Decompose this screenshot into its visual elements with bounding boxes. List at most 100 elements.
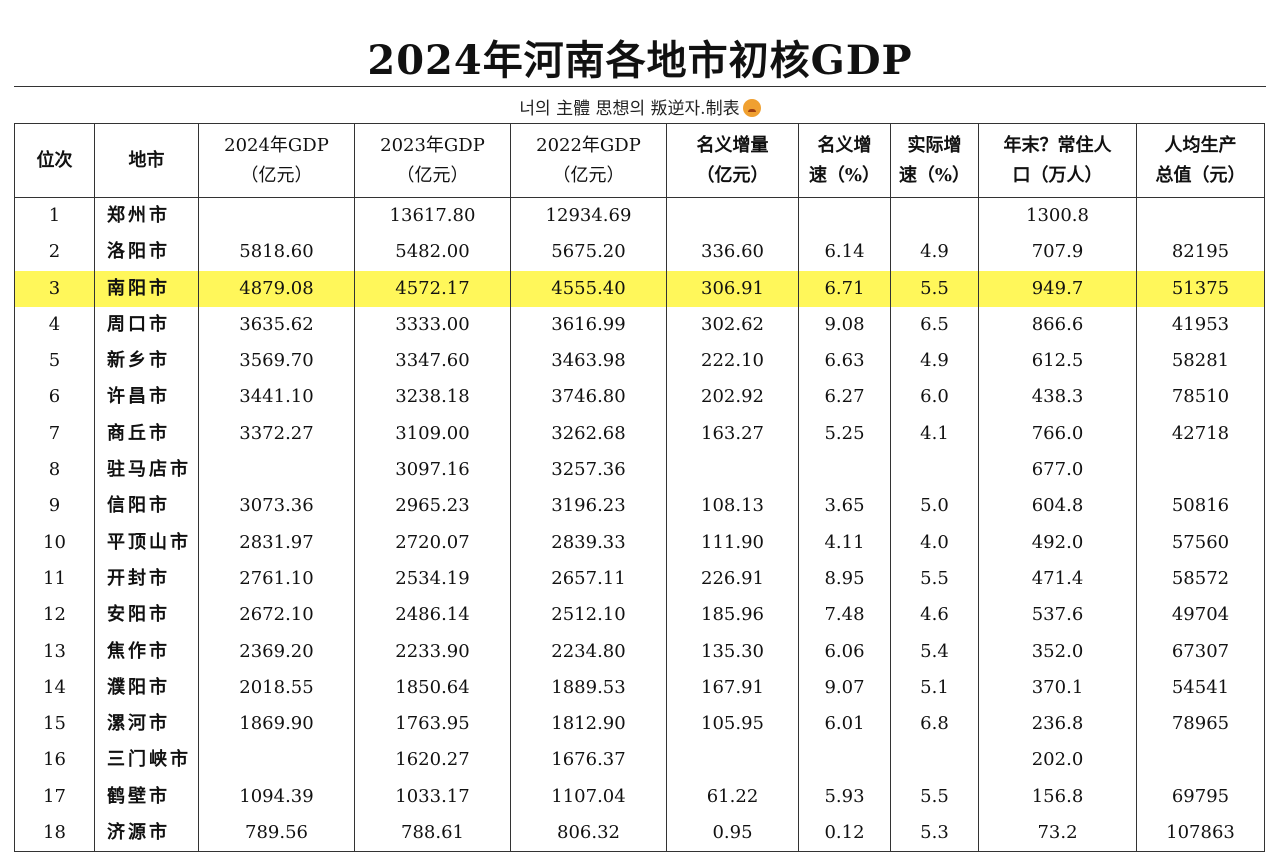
- value-cell: 6.71: [798, 270, 891, 307]
- column-header-line: 地市: [128, 149, 165, 171]
- table-body: 1 郑州市 13617.80 12934.69 1300.8 2 洛阳市 5818.60 548…: [14, 197, 1265, 853]
- column-header-line: （亿元）: [240, 164, 313, 186]
- rank-cell: 8: [14, 452, 95, 489]
- table-row: 10 平顶山市 2831.97 2720.07 2839.33 111.90 4.11 4.0…: [14, 524, 1265, 561]
- value-cell: 49704: [1136, 597, 1265, 634]
- column-header: 人均生产 总值（元）: [1136, 123, 1265, 198]
- value-cell: [890, 742, 979, 779]
- value-cell: 9.08: [798, 306, 891, 344]
- value-cell: 57560: [1136, 524, 1265, 561]
- value-cell: 1033.17: [354, 778, 511, 816]
- table-row: 17 鹤壁市 1094.39 1033.17 1107.04 61.22 5.93 5.5 15…: [14, 778, 1265, 816]
- value-cell: 4.6: [890, 597, 979, 634]
- value-cell: 202.92: [666, 379, 799, 416]
- column-header-line: （亿元）: [552, 164, 625, 186]
- table-header-row: 位次 地市 2024年GDP （亿元） 2023年GDP （亿元） 2022年GDP （亿元）…: [14, 123, 1265, 198]
- table-row: 15 漯河市 1869.90 1763.95 1812.90 105.95 6.01 6.8 2…: [14, 706, 1265, 743]
- value-cell: 58281: [1136, 343, 1265, 380]
- table-row: 1 郑州市 13617.80 12934.69 1300.8: [14, 197, 1265, 235]
- column-header: 2024年GDP （亿元）: [198, 123, 355, 198]
- value-cell: 3635.62: [198, 306, 355, 344]
- value-cell: 51375: [1136, 270, 1265, 307]
- rank-cell: 2: [14, 234, 95, 271]
- value-cell: 73.2: [978, 815, 1137, 853]
- column-header-line: 速（%）: [898, 164, 971, 186]
- table-row: 7 商丘市 3372.27 3109.00 3262.68 163.27 5.25 4.1 76…: [14, 415, 1265, 453]
- value-cell: 3569.70: [198, 343, 355, 380]
- value-cell: 2831.97: [198, 524, 355, 561]
- value-cell: [666, 197, 799, 235]
- value-cell: 370.1: [978, 669, 1137, 707]
- value-cell: 67307: [1136, 633, 1265, 670]
- value-cell: 806.32: [510, 815, 667, 853]
- value-cell: 2672.10: [198, 597, 355, 634]
- value-cell: 2234.80: [510, 633, 667, 670]
- value-cell: 789.56: [198, 815, 355, 853]
- value-cell: 4.11: [798, 524, 891, 561]
- value-cell: 3616.99: [510, 306, 667, 344]
- city-cell: 济源市: [94, 815, 199, 853]
- value-cell: 2233.90: [354, 633, 511, 670]
- column-header-line: （亿元）: [396, 164, 469, 186]
- rank-cell: 13: [14, 633, 95, 670]
- value-cell: [666, 452, 799, 489]
- value-cell: 61.22: [666, 778, 799, 816]
- value-cell: 1620.27: [354, 742, 511, 779]
- value-cell: 8.95: [798, 560, 891, 598]
- table-row: 12 安阳市 2672.10 2486.14 2512.10 185.96 7.48 4.6 5…: [14, 597, 1265, 634]
- value-cell: [798, 452, 891, 489]
- value-cell: 3196.23: [510, 488, 667, 525]
- table-row: 5 新乡市 3569.70 3347.60 3463.98 222.10 6.63 4.9 61…: [14, 343, 1265, 380]
- rank-cell: 12: [14, 597, 95, 634]
- value-cell: 226.91: [666, 560, 799, 598]
- value-cell: 3109.00: [354, 415, 511, 453]
- value-cell: 3441.10: [198, 379, 355, 416]
- value-cell: 9.07: [798, 669, 891, 707]
- value-cell: 4.0: [890, 524, 979, 561]
- value-cell: 4879.08: [198, 270, 355, 307]
- value-cell: 6.63: [798, 343, 891, 380]
- value-cell: 6.5: [890, 306, 979, 344]
- rank-cell: 14: [14, 669, 95, 707]
- value-cell: [890, 197, 979, 235]
- rank-cell: 4: [14, 306, 95, 344]
- value-cell: [798, 197, 891, 235]
- table-row: 3 南阳市 4879.08 4572.17 4555.40 306.91 6.71 5.5 94…: [14, 270, 1265, 307]
- value-cell: 6.01: [798, 706, 891, 743]
- value-cell: [198, 452, 355, 489]
- city-cell: 鹤壁市: [94, 778, 199, 816]
- column-header: 名义增量 （亿元）: [666, 123, 799, 198]
- rank-cell: 3: [14, 270, 95, 307]
- value-cell: 492.0: [978, 524, 1137, 561]
- value-cell: 1094.39: [198, 778, 355, 816]
- value-cell: 3257.36: [510, 452, 667, 489]
- value-cell: 949.7: [978, 270, 1137, 307]
- value-cell: 50816: [1136, 488, 1265, 525]
- value-cell: 6.8: [890, 706, 979, 743]
- value-cell: [198, 742, 355, 779]
- value-cell: 2965.23: [354, 488, 511, 525]
- city-cell: 开封市: [94, 560, 199, 598]
- value-cell: 7.48: [798, 597, 891, 634]
- value-cell: 3746.80: [510, 379, 667, 416]
- value-cell: 4.9: [890, 234, 979, 271]
- table-row: 8 驻马店市 3097.16 3257.36 677.0: [14, 452, 1265, 489]
- value-cell: 2534.19: [354, 560, 511, 598]
- value-cell: 471.4: [978, 560, 1137, 598]
- value-cell: [1136, 197, 1265, 235]
- value-cell: [1136, 742, 1265, 779]
- value-cell: 108.13: [666, 488, 799, 525]
- rank-cell: 16: [14, 742, 95, 779]
- value-cell: 236.8: [978, 706, 1137, 743]
- value-cell: 222.10: [666, 343, 799, 380]
- value-cell: 2720.07: [354, 524, 511, 561]
- value-cell: 4555.40: [510, 270, 667, 307]
- rank-cell: 1: [14, 197, 95, 235]
- value-cell: 107863: [1136, 815, 1265, 853]
- value-cell: 1850.64: [354, 669, 511, 707]
- value-cell: 766.0: [978, 415, 1137, 453]
- value-cell: 42718: [1136, 415, 1265, 453]
- value-cell: 3347.60: [354, 343, 511, 380]
- value-cell: 0.95: [666, 815, 799, 853]
- value-cell: 185.96: [666, 597, 799, 634]
